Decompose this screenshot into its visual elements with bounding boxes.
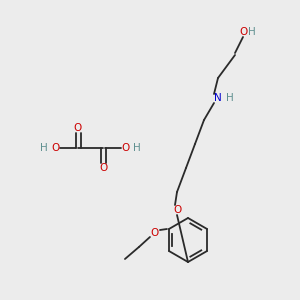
Text: N: N (214, 93, 222, 103)
Text: O: O (51, 143, 59, 153)
Text: H: H (248, 27, 256, 37)
Text: H: H (40, 143, 48, 153)
Text: O: O (239, 27, 247, 37)
Text: H: H (133, 143, 141, 153)
Text: O: O (74, 123, 82, 133)
Text: O: O (122, 143, 130, 153)
Text: O: O (173, 205, 181, 215)
Text: O: O (99, 163, 107, 173)
Text: O: O (151, 228, 159, 238)
Text: H: H (226, 93, 234, 103)
